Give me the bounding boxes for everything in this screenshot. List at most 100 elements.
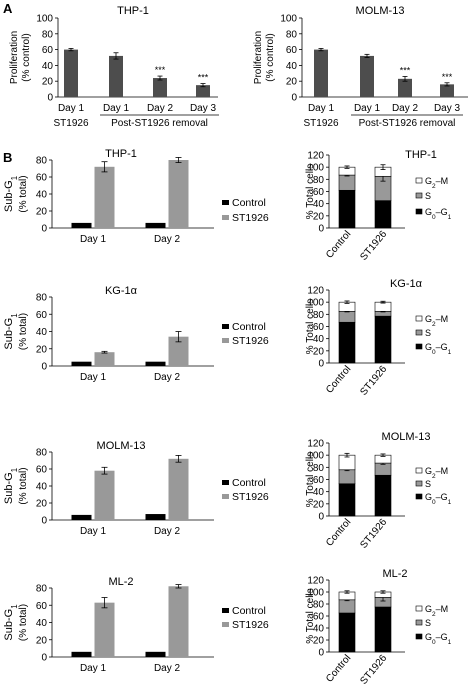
significance-label: *** xyxy=(198,73,209,83)
y-tick-label: 60 xyxy=(36,601,48,612)
significance-label: *** xyxy=(400,65,411,75)
x-tick-label: Day 1 xyxy=(58,103,85,114)
stack-segment xyxy=(374,301,392,312)
bar xyxy=(314,49,328,97)
bar-st1926 xyxy=(168,160,189,228)
chart-b1: THP-1 Sub-G1 (% total) 0 20 40 60 80 Day 1 Day 2 C… xyxy=(3,148,269,245)
bar-control xyxy=(145,222,166,228)
x-tick-label: Day 1 xyxy=(80,234,107,245)
y-tick-label: 20 xyxy=(36,207,48,218)
y-axis-label: % Total cells xyxy=(305,164,316,219)
x-tick-label: ST1926 xyxy=(358,653,389,687)
y-tick-label: 80 xyxy=(36,448,48,459)
chart-b3: MOLM-13 Sub-G1 (% total) 0 20 40 60 80 Day 1 Day … xyxy=(3,440,269,537)
y-tick-label: 100 xyxy=(36,14,53,25)
y-axis-label: (% control) xyxy=(265,33,276,81)
x-tick-label: ST1926 xyxy=(358,517,389,551)
legend-swatch xyxy=(415,315,423,322)
legend-swatch xyxy=(415,192,423,199)
y-tick-label: 20 xyxy=(313,211,325,222)
y-axis-label: Sub-G1 xyxy=(3,176,19,212)
y-axis-label: Sub-G1 xyxy=(3,604,19,640)
bar-control xyxy=(71,222,92,228)
y-tick-label: 40 xyxy=(36,482,48,493)
x-tick-label: ST1926 xyxy=(358,364,389,398)
bar xyxy=(153,78,167,97)
bar-st1926 xyxy=(168,458,189,520)
legend-label: G0–G1 xyxy=(425,342,452,356)
bar-st1926 xyxy=(94,166,115,228)
bar xyxy=(109,55,123,97)
stack-segment xyxy=(338,612,356,653)
y-tick-label: 0 xyxy=(318,648,324,659)
legend-swatch xyxy=(415,633,423,640)
legend-swatch xyxy=(415,493,423,500)
y-axis-label: % Total cells xyxy=(305,452,316,507)
y-tick-label: 60 xyxy=(42,45,54,56)
stack-segment xyxy=(374,474,392,517)
y-tick-label: 60 xyxy=(36,465,48,476)
y-tick-label: 40 xyxy=(313,487,325,498)
x-tick-label: Day 1 xyxy=(80,526,107,537)
legend-label: S xyxy=(425,479,431,489)
y-tick-label: 20 xyxy=(42,77,54,88)
bar xyxy=(440,84,454,97)
y-tick-label: 40 xyxy=(42,61,54,72)
chart-title: KG-1α xyxy=(390,278,423,290)
y-axis-label: % Total cells xyxy=(305,299,316,354)
stack-segment xyxy=(338,321,356,364)
legend-swatch xyxy=(222,622,229,627)
bar xyxy=(398,78,412,97)
x-tick-label: Control xyxy=(324,653,353,685)
y-tick-label: 100 xyxy=(307,298,324,309)
stack-segment xyxy=(338,483,356,517)
significance-label: *** xyxy=(442,72,453,82)
y-tick-label: 80 xyxy=(313,600,325,611)
y-tick-label: 60 xyxy=(286,45,298,56)
stack-segment xyxy=(374,606,392,653)
panel-label-b: B xyxy=(3,150,12,165)
stack-segment xyxy=(338,174,356,191)
legend-swatch xyxy=(415,605,423,612)
legend-swatch xyxy=(415,467,423,474)
legend-label: Control xyxy=(232,321,266,333)
y-tick-label: 40 xyxy=(313,199,325,210)
bar-st1926 xyxy=(94,470,115,520)
stack-segment xyxy=(374,200,392,229)
bar-st1926 xyxy=(94,352,115,366)
legend-swatch xyxy=(222,494,229,499)
legend-swatch xyxy=(415,619,423,626)
chart-title: KG-1α xyxy=(105,285,138,297)
y-tick-label: 60 xyxy=(313,322,325,333)
chart-title: ML-2 xyxy=(382,568,407,580)
y-tick-label: 20 xyxy=(36,344,48,355)
y-axis-label: (% total) xyxy=(18,175,29,212)
y-tick-label: 20 xyxy=(313,346,325,357)
y-tick-label: 0 xyxy=(318,359,324,370)
x-tick-label: Day 2 xyxy=(154,372,181,383)
legend-label: ST1926 xyxy=(232,335,269,347)
chart-title: MOLM-13 xyxy=(356,5,405,17)
chart-b4: ML-2 Sub-G1 (% total) 0 20 40 60 80 Day 1 Day 2 Co… xyxy=(3,576,269,674)
x-tick-label: Day 2 xyxy=(154,234,181,245)
y-tick-label: 80 xyxy=(286,29,298,40)
stack-segment xyxy=(374,462,392,476)
chart-title: MOLM-13 xyxy=(382,431,431,443)
group-label: Post-ST1926 removal xyxy=(111,118,208,129)
legend-swatch xyxy=(415,177,423,184)
group-label: ST1926 xyxy=(53,118,88,129)
bar xyxy=(196,85,210,97)
y-tick-label: 40 xyxy=(286,61,298,72)
chart-title: THP-1 xyxy=(105,148,137,160)
chart-b2: KG-1α Sub-G1 (% total) 0 20 40 60 80 Day 1 Day 2 C… xyxy=(3,285,269,383)
y-tick-label: 60 xyxy=(313,612,325,623)
y-axis-label: % Total cells xyxy=(305,588,316,643)
y-tick-label: 0 xyxy=(47,93,53,104)
legend-swatch xyxy=(222,338,229,343)
y-axis-label: (% total) xyxy=(18,604,29,641)
bar-st1926 xyxy=(168,586,189,657)
y-tick-label: 60 xyxy=(36,173,48,184)
